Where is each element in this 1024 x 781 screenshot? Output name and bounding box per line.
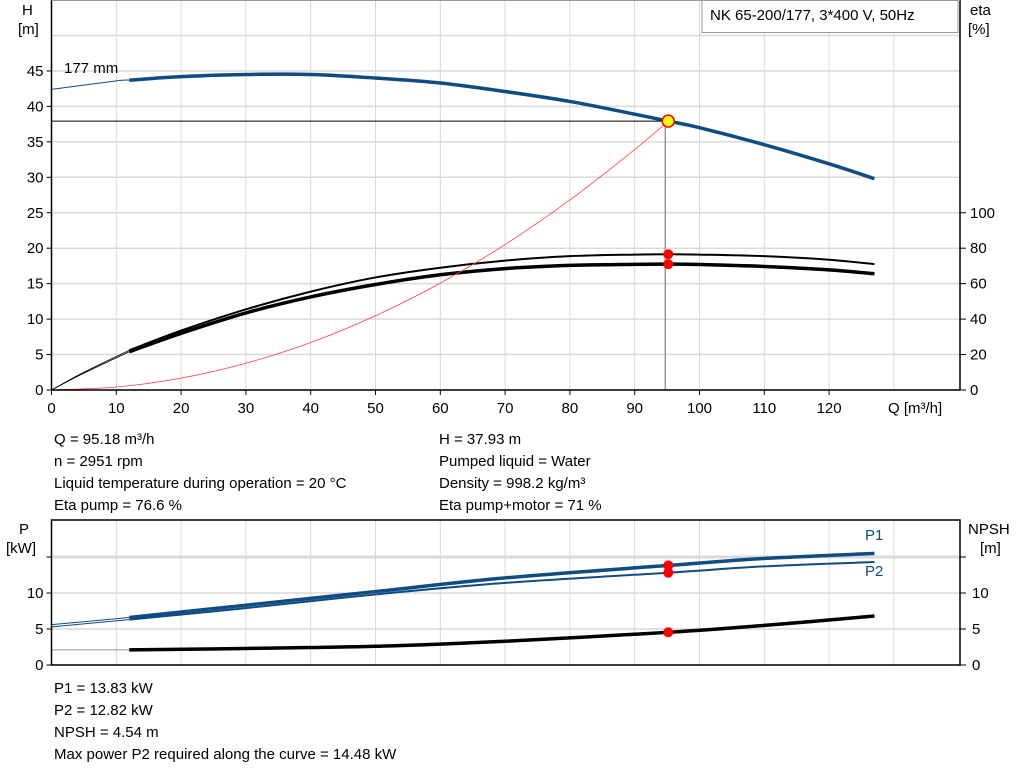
x-tick-label: 40 — [302, 400, 319, 417]
system-curve — [51, 120, 669, 391]
head-curve — [129, 72, 876, 181]
eta-axis-unit: [%] — [968, 21, 990, 38]
x-tick-label: 90 — [626, 400, 643, 417]
eta-tick-label: 80 — [970, 240, 987, 257]
x-tick-label: 100 — [687, 400, 712, 417]
h-tick-label: 15 — [27, 276, 44, 293]
duty-info-right: H = 37.93 m Pumped liquid = Water Densit… — [439, 429, 602, 517]
eta-tick-label: 100 — [970, 205, 995, 222]
npsh-curve — [129, 614, 875, 652]
info-eta-pump: Eta pump = 76.6 % — [54, 497, 182, 514]
info-p1: P1 = 13.83 kW — [54, 680, 153, 697]
p2-marker — [663, 567, 674, 578]
title-box — [701, 0, 959, 33]
h-tick-label: 20 — [27, 240, 44, 257]
eta_total-curve — [128, 262, 875, 354]
p2-curve-extension — [51, 619, 130, 628]
x-tick-label: 10 — [108, 400, 125, 417]
title-text: NK 65-200/177, 3*400 V, 50Hz — [710, 7, 915, 24]
head-curve-extension — [51, 79, 130, 90]
p1-label: P1 — [865, 527, 883, 544]
info-flow: Q = 95.18 m³/h — [54, 431, 155, 448]
x-tick-label: 0 — [47, 400, 55, 417]
p2-curve — [129, 561, 875, 621]
h-axis-unit: [m] — [18, 21, 39, 38]
h-tick-label: 40 — [27, 98, 44, 115]
curve-label: 177 mm — [64, 60, 118, 77]
eta-tick-label: 20 — [970, 347, 987, 364]
info-eta-total: Eta pump+motor = 71 % — [439, 497, 602, 514]
info-speed: n = 2951 rpm — [54, 453, 143, 470]
h-tick-label: 30 — [27, 169, 44, 186]
p2-label: P2 — [865, 563, 883, 580]
eta-tick-label: 60 — [970, 276, 987, 293]
info-head: H = 37.93 m — [439, 431, 522, 448]
info-liquid: Pumped liquid = Water — [439, 453, 591, 470]
p1-curve — [129, 551, 875, 620]
p-tick-label: 5 — [35, 621, 43, 638]
p1-marker — [663, 560, 674, 571]
h-axis-label: H — [22, 2, 33, 19]
npsh-tick-label: 0 — [972, 657, 980, 674]
info-npsh: NPSH = 4.54 m — [54, 724, 159, 741]
p-tick-label: 10 — [27, 585, 44, 602]
eta-pump-marker — [663, 249, 674, 260]
h-tick-label: 25 — [27, 205, 44, 222]
npsh-tick-label: 10 — [972, 585, 989, 602]
eta-total-marker — [663, 259, 674, 270]
p-tick-label: 0 — [35, 657, 43, 674]
npsh-axis-unit: [m] — [980, 540, 1001, 557]
x-tick-label: 80 — [562, 400, 579, 417]
eta-tick-label: 0 — [970, 382, 978, 399]
p1-curve-extension — [51, 616, 130, 626]
power-info: P1 = 13.83 kW P2 = 12.82 kW NPSH = 4.54 … — [54, 678, 396, 766]
x-tick-label: 70 — [497, 400, 514, 417]
info-max-power: Max power P2 required along the curve = … — [54, 746, 397, 763]
eta_pump-curve — [128, 253, 875, 352]
p-axis-label: P — [19, 521, 29, 538]
h-tick-label: 35 — [27, 134, 44, 151]
eta-tick-label: 40 — [970, 311, 987, 328]
info-p2: P2 = 12.82 kW — [54, 702, 153, 719]
x-tick-label: 60 — [432, 400, 449, 417]
x-tick-label: 20 — [173, 400, 190, 417]
x-tick-label: 30 — [238, 400, 255, 417]
info-density: Density = 998.2 kg/m³ — [439, 475, 586, 492]
npsh-tick-label: 5 — [972, 621, 980, 638]
h-tick-label: 0 — [35, 382, 43, 399]
npsh-axis-label: NPSH — [968, 521, 1010, 538]
npsh-marker — [663, 627, 674, 638]
x-tick-label: 50 — [367, 400, 384, 417]
h-tick-label: 10 — [27, 311, 44, 328]
eta-axis-label: eta — [970, 2, 992, 19]
duty-info-left: Q = 95.18 m³/h n = 2951 rpm Liquid tempe… — [54, 429, 346, 517]
info-temperature: Liquid temperature during operation = 20… — [54, 475, 347, 492]
duty-point-marker — [661, 114, 676, 128]
h-tick-label: 45 — [27, 63, 44, 80]
q-axis-label: Q [m³/h] — [888, 400, 942, 417]
h-tick-label: 5 — [35, 347, 43, 364]
x-tick-label: 120 — [817, 400, 842, 417]
p-axis-unit: [kW] — [6, 540, 36, 557]
x-tick-label: 110 — [752, 400, 776, 417]
eta_total-curve-extension — [51, 351, 130, 391]
